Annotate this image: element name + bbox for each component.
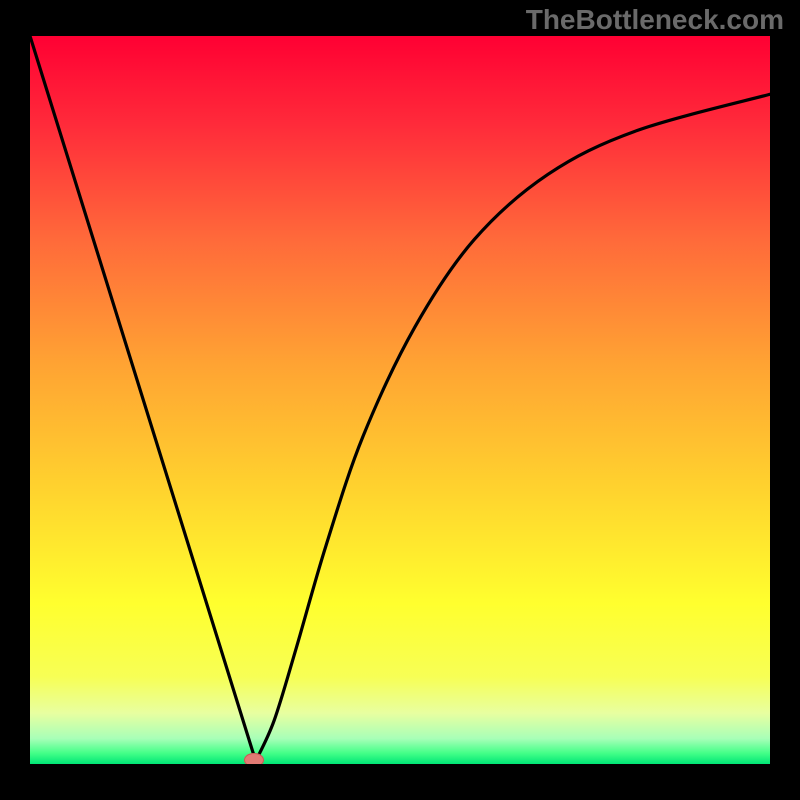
chart-frame: TheBottleneck.com xyxy=(0,0,800,800)
curve-svg xyxy=(30,36,770,764)
v-curve-path xyxy=(30,36,770,761)
plot-area xyxy=(30,36,770,764)
dip-marker xyxy=(244,753,264,764)
watermark-text: TheBottleneck.com xyxy=(526,4,784,36)
